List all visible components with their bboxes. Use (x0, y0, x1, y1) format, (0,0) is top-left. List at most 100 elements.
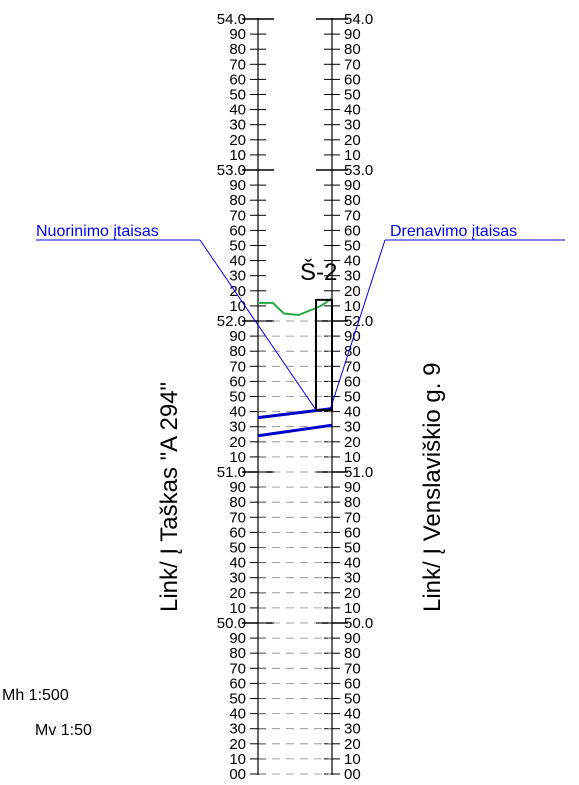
tick-label: 60 (344, 373, 361, 390)
tick-label: 40 (344, 404, 361, 421)
tick-label: 50 (229, 691, 246, 708)
tick-label: 80 (229, 645, 246, 662)
tick-label: 30 (344, 721, 361, 738)
tick-label: 40 (229, 404, 246, 421)
tick-label: 30 (344, 570, 361, 587)
tick-label: 50 (344, 540, 361, 557)
tick-label: 40 (229, 555, 246, 572)
tick-label: 50 (344, 389, 361, 406)
tick-label: 60 (344, 222, 361, 239)
tick-label: 20 (344, 736, 361, 753)
tick-label: 50.0 (217, 615, 246, 632)
right-vertical-label: Link/ Į Venslaviškio g. 9 (419, 363, 446, 612)
tick-label: 51.0 (344, 464, 373, 481)
tick-label: 90 (229, 177, 246, 194)
tick-label: 60 (344, 675, 361, 692)
tick-label: 10 (344, 600, 361, 617)
tick-label: 90 (229, 328, 246, 345)
tick-label: 60 (229, 373, 246, 390)
tick-label: 70 (344, 660, 361, 677)
tick-label: 60 (229, 675, 246, 692)
tick-label: 80 (229, 343, 246, 360)
manhole-structure (315, 298, 333, 412)
vertical-scale-text: Mv 1:50 (35, 722, 92, 739)
tick-label: 30 (229, 117, 246, 134)
callout-left-text: Nuorinimo įtaisas (36, 223, 159, 240)
tick-label: 90 (229, 479, 246, 496)
tick-label: 70 (344, 358, 361, 375)
tick-label: 70 (229, 660, 246, 677)
tick-label: 80 (229, 192, 246, 209)
tick-label: 60 (344, 524, 361, 541)
tick-label: 80 (344, 494, 361, 511)
tick-label: 90 (344, 177, 361, 194)
tick-label: 10 (344, 298, 361, 315)
tick-label: 20 (344, 434, 361, 451)
tick-label: 50 (344, 238, 361, 255)
tick-label: 20 (344, 585, 361, 602)
tick-label: 54.0 (344, 11, 373, 28)
callout-right-leader (329, 239, 386, 411)
ground-line (258, 297, 333, 317)
tick-label: 90 (229, 26, 246, 43)
structure-label: Š-2 (300, 258, 337, 286)
tick-label: 80 (344, 192, 361, 209)
tick-label: 10 (344, 147, 361, 164)
callout-right-text: Drenavimo įtaisas (390, 223, 517, 240)
tick-label: 10 (229, 147, 246, 164)
tick-label: 80 (344, 41, 361, 58)
tick-label: 30 (344, 268, 361, 285)
tick-label: 30 (229, 419, 246, 436)
tick-label: 20 (229, 283, 246, 300)
tick-label: 70 (229, 56, 246, 73)
tick-label: 52.0 (217, 313, 246, 330)
tick-label: 10 (229, 449, 246, 466)
tick-label: 20 (344, 132, 361, 149)
tick-label: 30 (229, 268, 246, 285)
dashed-gridlines (258, 320, 332, 775)
tick-label: 70 (344, 56, 361, 73)
tick-label: 90 (344, 328, 361, 345)
tick-label: 50.0 (344, 615, 373, 632)
pipe-lower-line (257, 423, 333, 438)
left-elevation-scale: 54.090807060504030201053.090807060504030… (217, 11, 274, 783)
tick-label: 20 (344, 283, 361, 300)
tick-label: 80 (229, 41, 246, 58)
tick-label: 80 (229, 494, 246, 511)
tick-label: 60 (229, 524, 246, 541)
tick-label: 40 (344, 706, 361, 723)
tick-label: 50 (344, 691, 361, 708)
tick-label: 90 (344, 630, 361, 647)
tick-label: 40 (229, 102, 246, 119)
tick-label: 50 (229, 389, 246, 406)
tick-label: 40 (344, 555, 361, 572)
tick-label: 30 (344, 419, 361, 436)
tick-label: 30 (344, 117, 361, 134)
tick-label: 70 (344, 509, 361, 526)
tick-label: 00 (229, 766, 246, 783)
left-vertical-label: Link/ Į Taškas "A 294" (156, 382, 183, 612)
tick-label: 10 (344, 449, 361, 466)
tick-label: 10 (229, 751, 246, 768)
horizontal-scale-text: Mh 1:500 (2, 687, 69, 704)
tick-label: 50 (229, 540, 246, 557)
tick-label: 10 (344, 751, 361, 768)
tick-label: 00 (344, 766, 361, 783)
right-elevation-scale: 54.090807060504030201053.090807060504030… (316, 11, 373, 783)
tick-label: 90 (344, 479, 361, 496)
tick-label: 40 (344, 253, 361, 270)
tick-label: 30 (229, 721, 246, 738)
callout-left-leader (199, 239, 317, 411)
tick-label: 40 (344, 102, 361, 119)
tick-label: 53.0 (217, 162, 246, 179)
tick-label: 40 (229, 253, 246, 270)
tick-label: 10 (229, 600, 246, 617)
tick-label: 54.0 (217, 11, 246, 28)
tick-label: 20 (229, 585, 246, 602)
tick-label: 60 (229, 71, 246, 88)
tick-label: 70 (229, 358, 246, 375)
tick-label: 80 (344, 645, 361, 662)
tick-label: 70 (344, 207, 361, 224)
tick-label: 80 (344, 343, 361, 360)
